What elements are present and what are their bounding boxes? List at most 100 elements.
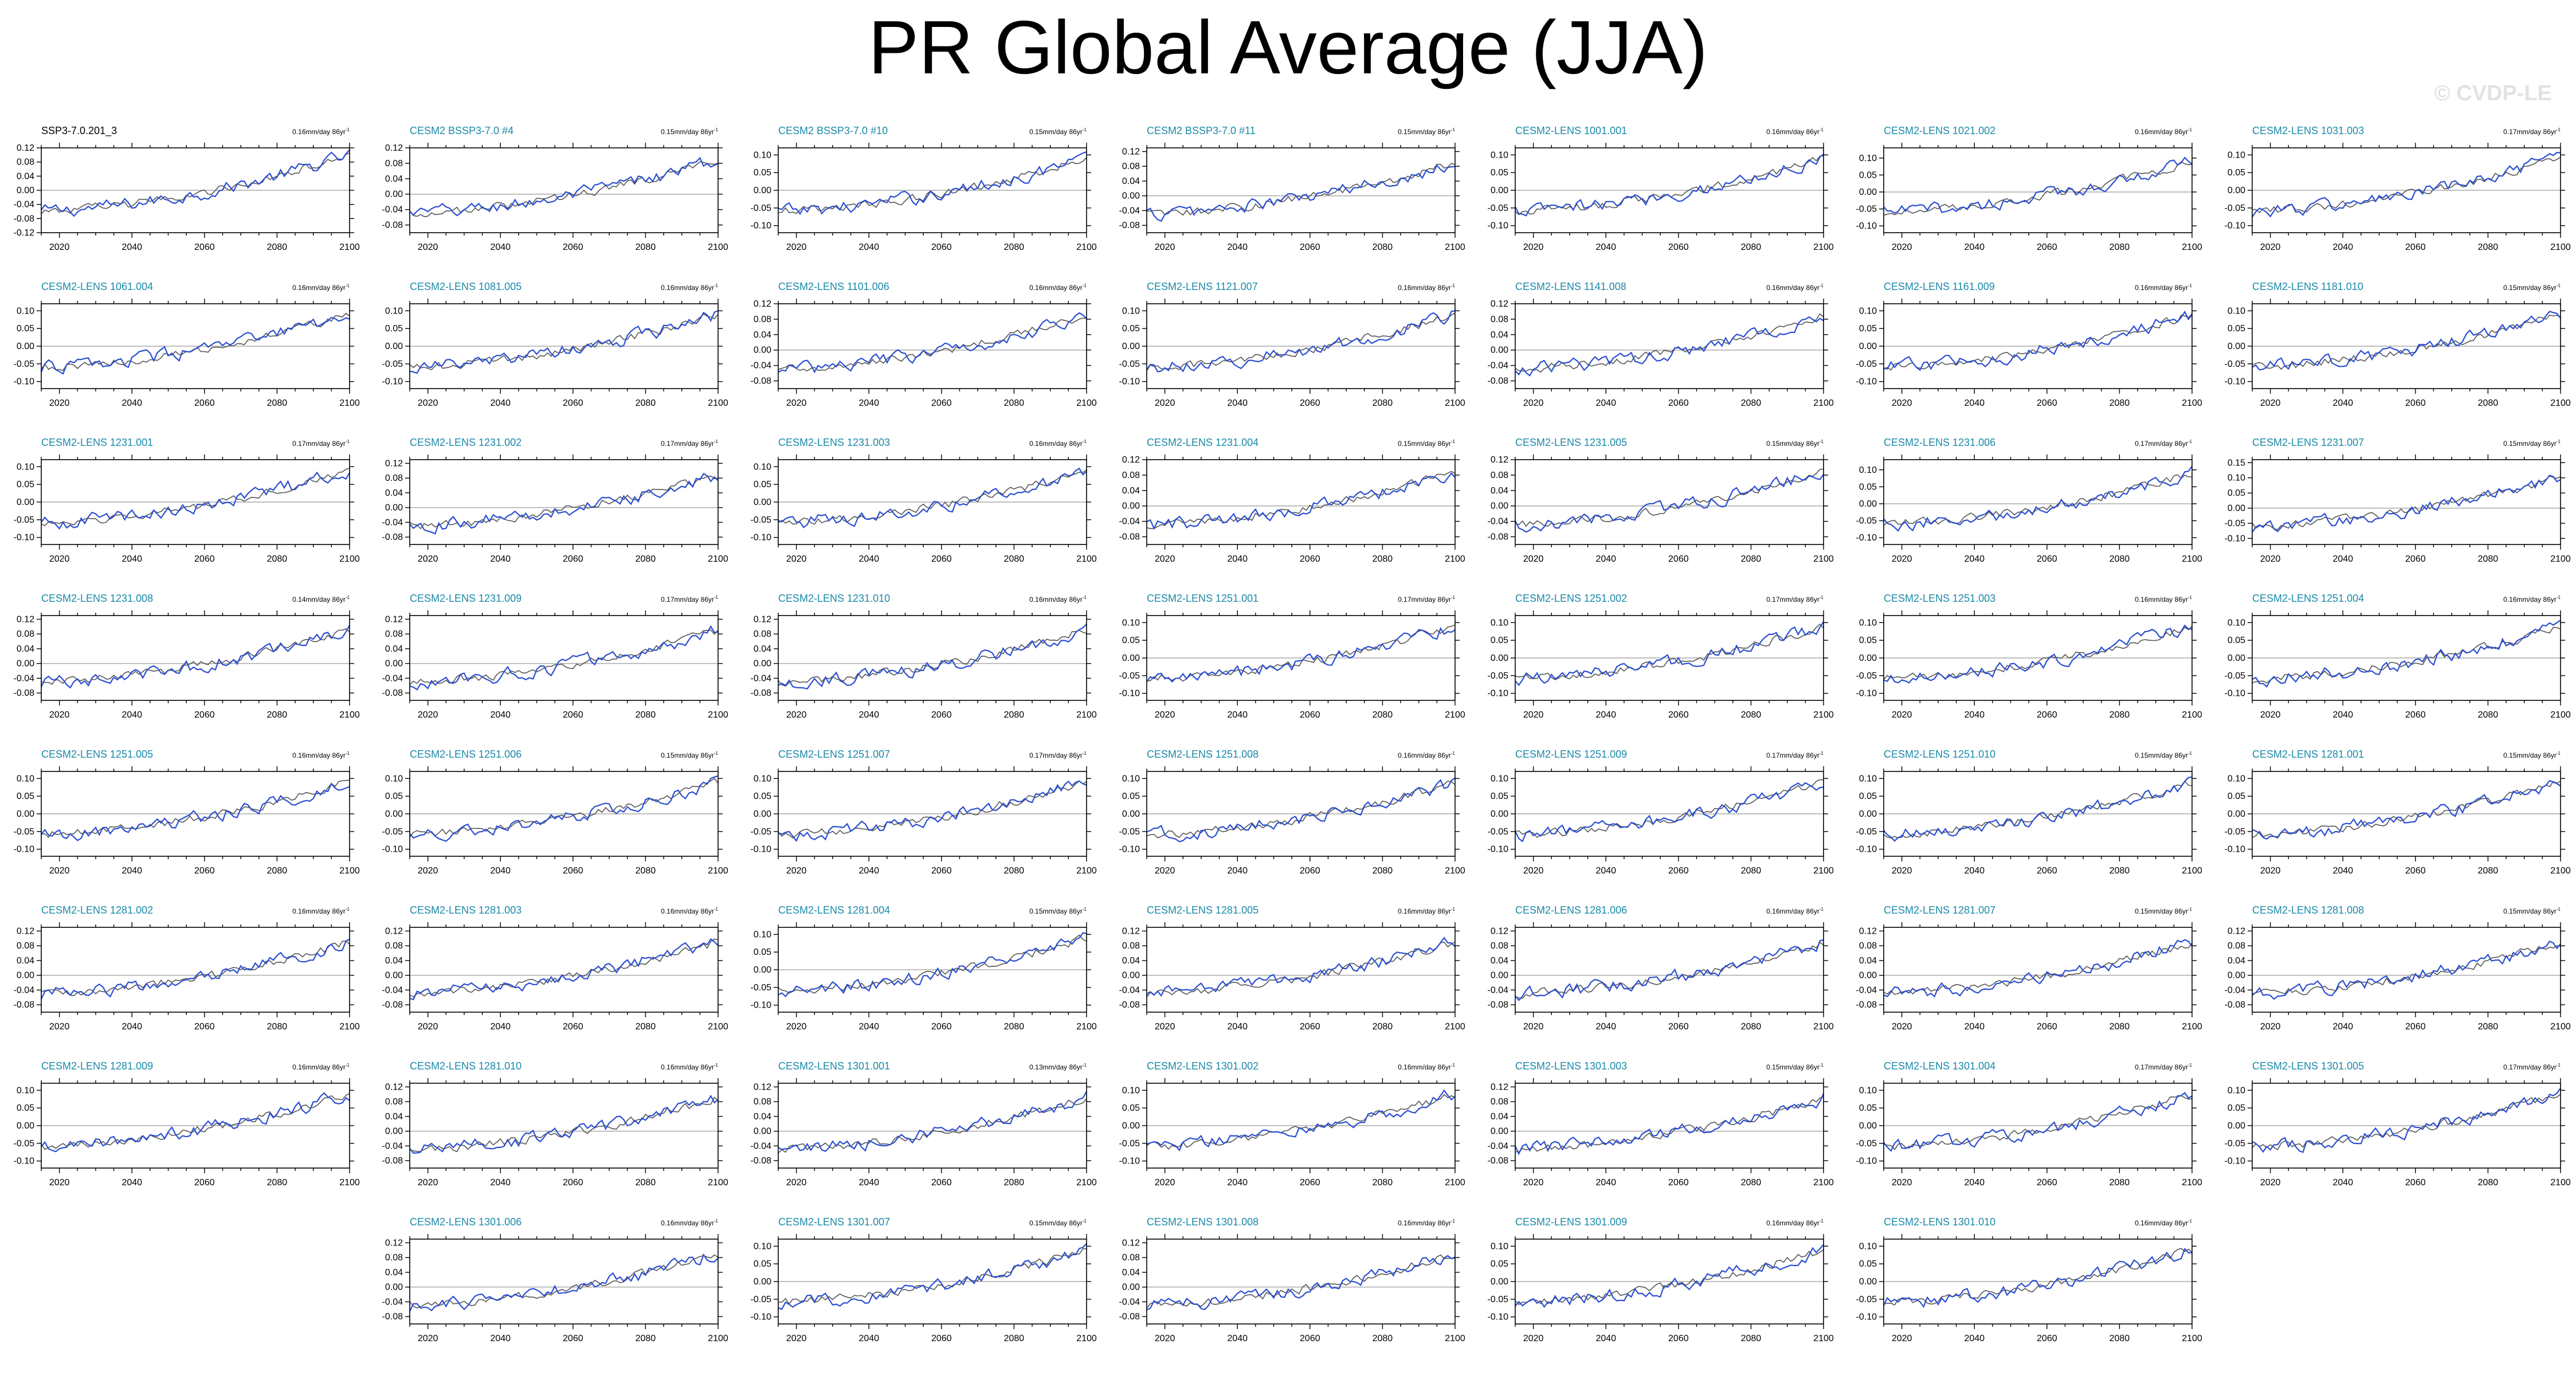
x-tick-label: 2020	[1155, 710, 1175, 720]
x-tick-label: 2040	[490, 242, 511, 252]
panel: CESM2-LENS 1251.010 0.15mm/day 86yr-1 2020…	[1842, 749, 2209, 895]
panel-plot: 2020 2040 2060 2080 2100 -0.10 -0.05 0.00 0.05 0.…	[1856, 1234, 2202, 1343]
panel-plot: 2020 2040 2060 2080 2100 -0.10 -0.05 0.00 0.05 0.…	[1119, 610, 1465, 720]
panel-title: CESM2-LENS 1231.007	[2252, 437, 2365, 448]
x-tick-label: 2040	[1595, 1022, 1616, 1032]
x-tick-label: 2060	[2037, 242, 2057, 252]
x-tick-label: 2040	[490, 710, 511, 720]
x-tick-label: 2020	[418, 1334, 438, 1343]
axis-frame	[409, 615, 719, 701]
x-tick-label: 2080	[1004, 1178, 1025, 1188]
x-tick-label: 2060	[1300, 554, 1320, 564]
y-tick-label: 0.00	[1491, 809, 1508, 819]
panel-plot: 2020 2040 2060 2080 2100 -0.10 -0.05 0.00 0.05 0.…	[751, 922, 1097, 1032]
panel: CESM2-LENS 1231.002 0.17mm/day 86yr-1 2020…	[368, 437, 735, 583]
y-tick-label: 0.05	[754, 480, 771, 489]
panel-title: CESM2-LENS 1301.003	[1515, 1060, 1628, 1072]
y-tick-label: 0.00	[1491, 1127, 1508, 1137]
x-tick-label: 2020	[1523, 1334, 1544, 1343]
y-tick-label: -0.04	[1856, 985, 1877, 995]
y-tick-label: 0.10	[2228, 150, 2245, 160]
x-tick-label: 2080	[267, 1022, 288, 1032]
y-tick-label: 0.00	[385, 190, 403, 199]
y-tick-label: -0.04	[382, 1141, 403, 1151]
panel-title: CESM2-LENS 1231.001	[41, 437, 154, 448]
x-tick-label: 2100	[708, 1334, 728, 1343]
panel-trend-label: 0.16mm/day 86yr-1	[1766, 1218, 1824, 1227]
x-tick-label: 2020	[1155, 554, 1175, 564]
reference-series-line	[409, 629, 719, 685]
y-tick-label: 0.10	[1491, 618, 1508, 628]
panel-plot: 2020 2040 2060 2080 2100 -0.08 -0.04 0.00 0.04 0.…	[1119, 922, 1465, 1032]
x-tick-label: 2020	[1155, 1022, 1175, 1032]
y-tick-label: 0.05	[1491, 1259, 1508, 1269]
y-tick-label: 0.00	[1122, 653, 1140, 663]
y-tick-label: 0.00	[385, 342, 403, 351]
y-tick-label: 0.10	[17, 1086, 34, 1095]
y-tick-label: -0.10	[1488, 1312, 1509, 1322]
model-series-line	[409, 625, 719, 691]
y-tick-label: -0.05	[1856, 1139, 1877, 1149]
x-tick-label: 2100	[1076, 1178, 1097, 1188]
x-tick-label: 2060	[1668, 710, 1689, 720]
panel: CESM2-LENS 1301.009 0.16mm/day 86yr-1 2020…	[1474, 1216, 1841, 1362]
y-tick-label: 0.05	[2228, 1103, 2245, 1113]
x-tick-label: 2060	[2405, 1178, 2426, 1188]
y-tick-label: 0.04	[754, 330, 771, 340]
x-tick-label: 2080	[1741, 398, 1762, 408]
y-tick-label: -0.10	[1119, 845, 1140, 855]
panel-trend-label: 0.17mm/day 86yr-1	[2135, 1063, 2192, 1071]
y-tick-label: -0.05	[1119, 359, 1140, 369]
panel-title: CESM2-LENS 1021.002	[1884, 125, 1996, 136]
panel-title: CESM2-LENS 1281.007	[1884, 904, 1996, 916]
panel-trend-label: 0.14mm/day 86yr-1	[292, 595, 350, 604]
y-tick-label: -0.04	[1119, 1297, 1140, 1307]
x-tick-label: 2020	[1523, 554, 1544, 564]
x-tick-label: 2100	[2550, 710, 2571, 720]
panel-plot: 2020 2040 2060 2080 2100 -0.08 -0.04 0.00 0.04 0.…	[1119, 454, 1465, 564]
panel: CESM2-LENS 1231.006 0.17mm/day 86yr-1 2020…	[1842, 437, 2209, 583]
y-tick-label: 0.08	[1491, 471, 1508, 480]
panel-plot: 2020 2040 2060 2080 2100 -0.10 -0.05 0.00 0.05 0.…	[1856, 610, 2202, 720]
x-tick-label: 2040	[121, 1022, 142, 1032]
reference-series-line	[1515, 155, 1824, 215]
x-tick-label: 2080	[2478, 1178, 2499, 1188]
x-tick-label: 2040	[490, 554, 511, 564]
model-series-line	[1146, 310, 1456, 373]
y-tick-label: -0.05	[2225, 203, 2246, 213]
reference-series-line	[778, 1248, 1087, 1305]
panel: CESM2-LENS 1251.002 0.17mm/day 86yr-1 2020…	[1474, 593, 1841, 739]
y-tick-label: 0.08	[1859, 941, 1877, 951]
y-tick-label: 0.00	[385, 1283, 403, 1292]
axis-frame	[1146, 1239, 1456, 1325]
x-tick-label: 2060	[563, 554, 583, 564]
panel-title: CESM2-LENS 1251.002	[1515, 593, 1628, 604]
x-tick-label: 2060	[2405, 866, 2426, 876]
x-tick-label: 2060	[931, 1334, 952, 1343]
panel: CESM2-LENS 1251.003 0.16mm/day 86yr-1 2020…	[1842, 593, 2209, 739]
x-tick-label: 2060	[194, 710, 215, 720]
y-tick-label: -0.08	[382, 532, 403, 542]
x-tick-label: 2100	[1445, 710, 1465, 720]
model-series-line	[409, 1094, 719, 1154]
panel-plot: 2020 2040 2060 2080 2100 -0.08 -0.04 0.00 0.04 0.…	[14, 922, 360, 1032]
x-tick-label: 2040	[1227, 1022, 1248, 1032]
panel: CESM2-LENS 1281.008 0.15mm/day 86yr-1 2020…	[2211, 904, 2576, 1051]
x-tick-label: 2040	[121, 1178, 142, 1188]
y-tick-label: -0.05	[382, 827, 403, 837]
x-tick-label: 2040	[1964, 242, 1985, 252]
x-tick-label: 2040	[858, 866, 879, 876]
panel: CESM2-LENS 1281.001 0.15mm/day 86yr-1 2020…	[2211, 749, 2576, 895]
x-tick-label: 2100	[1813, 554, 1834, 564]
y-tick-label: -0.08	[14, 214, 35, 224]
x-tick-label: 2040	[1227, 554, 1248, 564]
panel-title: CESM2-LENS 1301.008	[1147, 1216, 1259, 1228]
y-tick-label: 0.00	[1122, 971, 1140, 981]
x-tick-label: 2060	[1300, 1334, 1320, 1343]
x-tick-label: 2040	[490, 1334, 511, 1343]
y-tick-label: -0.05	[1856, 827, 1877, 837]
y-tick-label: 0.00	[1122, 1283, 1140, 1292]
y-tick-label: 0.04	[17, 171, 34, 181]
x-tick-label: 2080	[1741, 866, 1762, 876]
reference-series-line	[2252, 315, 2561, 370]
